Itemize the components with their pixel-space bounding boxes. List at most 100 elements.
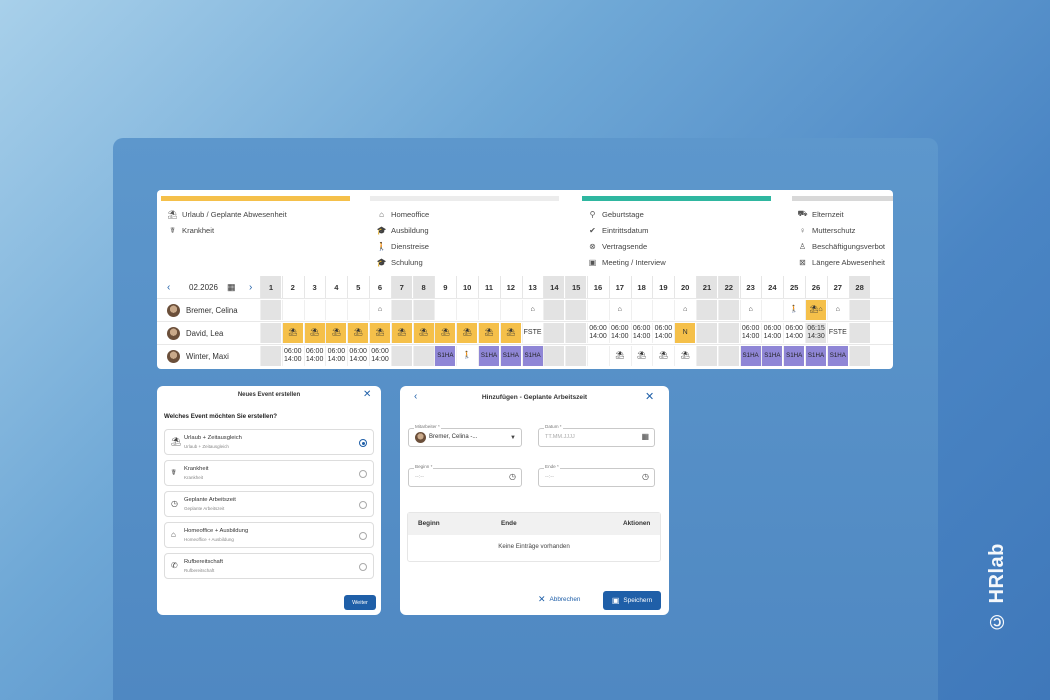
calendar-entry-pur[interactable]: S1HA bbox=[434, 346, 456, 366]
calendar-picker-icon[interactable]: ▦ bbox=[227, 281, 236, 292]
calendar-cell[interactable] bbox=[848, 300, 870, 320]
calendar-entry-vac[interactable]: ⛱ bbox=[281, 323, 303, 343]
calendar-cell[interactable] bbox=[390, 346, 412, 366]
save-button[interactable]: ▣ Speichern bbox=[603, 591, 661, 610]
calendar-cell[interactable] bbox=[260, 323, 281, 343]
calendar-cell[interactable] bbox=[630, 300, 652, 320]
calendar-cell[interactable] bbox=[565, 323, 587, 343]
calendar-entry-pur[interactable]: S1HA bbox=[761, 346, 783, 366]
employee-name[interactable]: Winter, Maxi bbox=[167, 345, 229, 367]
calendar-entry-vac[interactable]: ⛱ bbox=[369, 323, 390, 343]
calendar-entry-vac[interactable]: ⛱ bbox=[303, 323, 325, 343]
calendar-cell[interactable] bbox=[412, 300, 434, 320]
calendar-entry-pur[interactable]: S1HA bbox=[826, 346, 848, 366]
clock-icon[interactable]: ◷ bbox=[509, 472, 516, 481]
calendar-entry-pur[interactable]: S1HA bbox=[739, 346, 761, 366]
event-option[interactable]: ⛱ Urlaub + Zeitausgleich Urlaub + Zeitausg… bbox=[164, 429, 374, 455]
calendar-entry-time[interactable]: 06:00 14:00 bbox=[325, 346, 346, 366]
calendar-entry-pur[interactable]: S1HA bbox=[499, 346, 521, 366]
calendar-cell[interactable] bbox=[347, 300, 368, 320]
calendar-entry-vac[interactable]: ⛱ bbox=[325, 323, 347, 343]
calendar-cell[interactable] bbox=[696, 346, 717, 366]
calendar-entry-beach[interactable]: ⛱ bbox=[630, 346, 652, 366]
employee-name[interactable]: Bremer, Celina bbox=[167, 299, 238, 321]
calendar-entry-vac[interactable]: ⛱⌂ bbox=[805, 300, 826, 320]
calendar-cell[interactable] bbox=[434, 300, 455, 320]
calendar-cell[interactable] bbox=[281, 300, 303, 320]
calendar-cell[interactable] bbox=[478, 300, 499, 320]
calendar-entry-vac[interactable]: ⛱ bbox=[434, 323, 456, 343]
calendar-entry-pur[interactable]: S1HA bbox=[805, 346, 826, 366]
calendar-entry-beach[interactable]: ⛱ bbox=[608, 346, 630, 366]
calendar-entry-walk[interactable]: 🚶 bbox=[456, 346, 477, 366]
calendar-entry-time[interactable]: 06:00 14:00 bbox=[587, 323, 608, 343]
option-radio[interactable] bbox=[359, 470, 367, 478]
calendar-entry-vac[interactable]: ⛱ bbox=[499, 323, 521, 343]
calendar-entry-vac[interactable]: ⛱ bbox=[478, 323, 499, 343]
prev-month-button[interactable]: ‹ bbox=[167, 276, 170, 298]
back-arrow-icon[interactable]: ‹ bbox=[414, 391, 418, 402]
calendar-entry-home[interactable]: ⌂ bbox=[521, 300, 543, 320]
calendar-cell[interactable] bbox=[717, 323, 739, 343]
calendar-cell[interactable] bbox=[652, 300, 673, 320]
clock-icon[interactable]: ◷ bbox=[642, 472, 649, 481]
calendar-cell[interactable] bbox=[717, 300, 739, 320]
calendar-entry-walk[interactable]: 🚶 bbox=[783, 300, 804, 320]
calendar-cell[interactable] bbox=[717, 346, 739, 366]
calendar-entry-vac[interactable]: N bbox=[674, 323, 696, 343]
calendar-entry-time[interactable]: 06:00 14:00 bbox=[652, 323, 673, 343]
event-option[interactable]: ☤ Krankheit Krankheit bbox=[164, 460, 374, 486]
option-radio[interactable] bbox=[359, 439, 367, 447]
calendar-entry-home[interactable]: ⌂ bbox=[674, 300, 695, 320]
calendar-cell[interactable] bbox=[848, 323, 870, 343]
event-option[interactable]: ⌂ Homeoffice + Ausbildung Homeoffice + Aus… bbox=[164, 522, 374, 548]
calendar-entry-time[interactable]: 06:00 14:00 bbox=[347, 346, 368, 366]
calendar-entry-beach[interactable]: ⛱ bbox=[652, 346, 673, 366]
close-icon[interactable]: ✕ bbox=[363, 389, 372, 400]
cancel-button[interactable]: ✕ Abbrechen bbox=[538, 594, 580, 605]
calendar-cell[interactable] bbox=[260, 300, 281, 320]
calendar-entry-vac[interactable]: ⛱ bbox=[390, 323, 412, 343]
calendar-cell[interactable] bbox=[565, 300, 587, 320]
calendar-cell[interactable] bbox=[456, 300, 477, 320]
calendar-entry-beach[interactable]: ⛱ bbox=[674, 346, 695, 366]
employee-name[interactable]: David, Lea bbox=[167, 322, 223, 344]
calendar-cell[interactable] bbox=[565, 346, 587, 366]
end-time-field[interactable]: Ende * --:-- ◷ bbox=[538, 464, 655, 487]
calendar-cell[interactable] bbox=[543, 323, 565, 343]
next-month-button[interactable]: › bbox=[249, 276, 252, 298]
calendar-cell[interactable] bbox=[412, 346, 434, 366]
calendar-cell[interactable] bbox=[696, 300, 717, 320]
calendar-cell[interactable] bbox=[848, 346, 870, 366]
calendar-cell[interactable] bbox=[390, 300, 412, 320]
next-button[interactable]: Weiter bbox=[344, 595, 376, 610]
calendar-entry-home[interactable]: ⌂ bbox=[739, 300, 761, 320]
calendar-entry-time[interactable]: 06:00 14:00 bbox=[783, 323, 804, 343]
calendar-cell[interactable] bbox=[543, 300, 565, 320]
event-option[interactable]: ◷ Geplante Arbeitszeit Geplante Arbeitszei… bbox=[164, 491, 374, 517]
calendar-entry-text[interactable]: FSTE bbox=[826, 323, 848, 343]
calendar-icon[interactable]: ▦ bbox=[641, 432, 649, 441]
calendar-entry-vac[interactable]: ⛱ bbox=[412, 323, 434, 343]
calendar-cell[interactable] bbox=[761, 300, 782, 320]
calendar-entry-time[interactable]: 06:00 14:00 bbox=[630, 323, 652, 343]
calendar-entry-time[interactable]: 06:00 14:00 bbox=[608, 323, 630, 343]
calendar-cell[interactable] bbox=[325, 300, 346, 320]
calendar-entry-time[interactable]: 06:00 14:00 bbox=[303, 346, 325, 366]
calendar-entry-pur[interactable]: S1HA bbox=[783, 346, 805, 366]
calendar-entry-vac[interactable]: ⛱ bbox=[347, 323, 369, 343]
calendar-cell[interactable] bbox=[260, 346, 281, 366]
start-time-field[interactable]: Beginn * --:-- ◷ bbox=[408, 464, 522, 487]
event-option[interactable]: ✆ Rufbereitschaft Rufbereitschaft bbox=[164, 553, 374, 579]
calendar-cell[interactable] bbox=[696, 323, 717, 343]
calendar-entry-time[interactable]: 06:00 14:00 bbox=[761, 323, 782, 343]
calendar-entry-pur[interactable]: S1HA bbox=[521, 346, 543, 366]
calendar-cell[interactable] bbox=[587, 300, 608, 320]
calendar-entry-time[interactable]: 06:00 14:00 bbox=[369, 346, 390, 366]
calendar-entry-pur[interactable]: S1HA bbox=[478, 346, 499, 366]
calendar-entry-vac[interactable]: ⛱ bbox=[456, 323, 478, 343]
calendar-cell[interactable] bbox=[587, 346, 608, 366]
option-radio[interactable] bbox=[359, 532, 367, 540]
calendar-entry-home[interactable]: ⌂ bbox=[608, 300, 630, 320]
calendar-entry-home[interactable]: ⌂ bbox=[826, 300, 848, 320]
